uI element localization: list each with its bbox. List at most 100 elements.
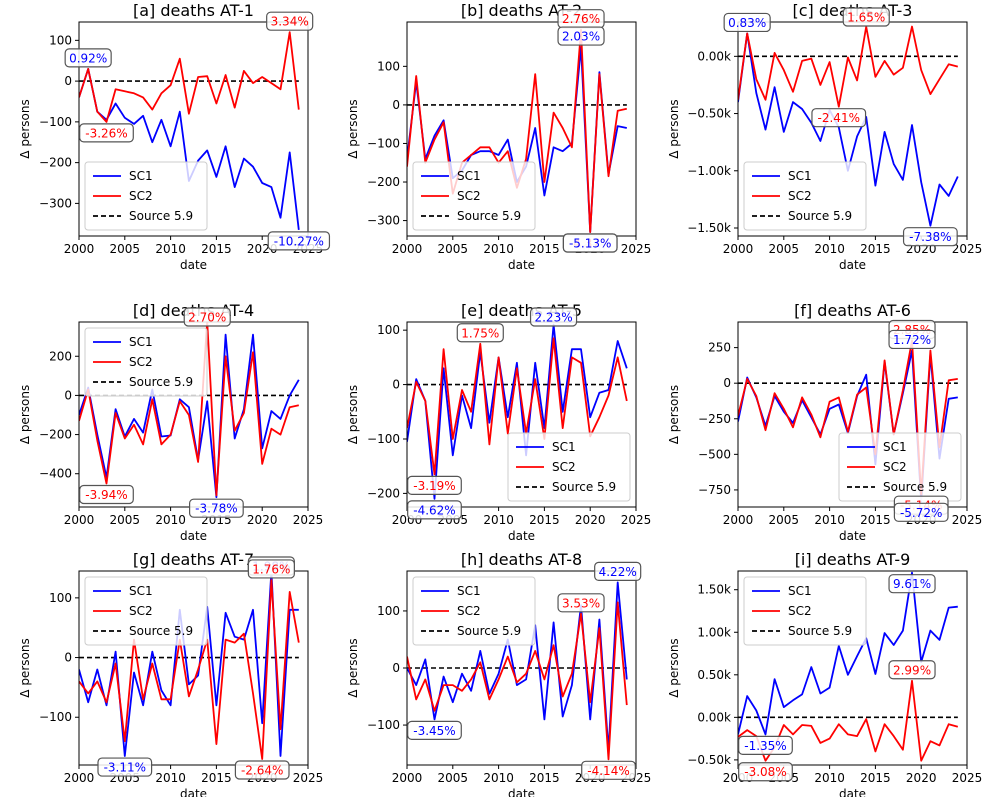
panel-a: [a] deaths AT-1200020052010201520202025d…: [18, 1, 331, 272]
legend-label: Source 5.9: [788, 209, 852, 223]
y-tick-label: −300: [367, 214, 400, 228]
y-tick-label: 0: [64, 74, 72, 88]
x-tick-label: 2025: [621, 242, 652, 256]
x-tick-label: 2025: [621, 513, 652, 527]
y-tick-label: −200: [367, 175, 400, 189]
y-axis-label: Δ persons: [18, 99, 32, 158]
annotation-sc1: -7.38%: [902, 227, 958, 247]
annotation-label: -2.64%: [241, 764, 283, 778]
y-axis-label: Δ persons: [346, 385, 360, 444]
annotation-label: 1.65%: [847, 11, 885, 25]
annotation-sc1: -5.72%: [893, 502, 949, 522]
x-axis-label: date: [508, 787, 535, 797]
y-tick-label: 250: [708, 341, 731, 355]
x-tick-label: 2010: [814, 513, 845, 527]
legend-label: SC1: [883, 440, 907, 454]
x-tick-label: 2000: [64, 242, 95, 256]
series-line-sc1: [407, 581, 628, 752]
annotation-box: [97, 757, 153, 777]
x-tick-label: 2000: [392, 771, 423, 785]
annotation-box: [594, 561, 642, 582]
x-tick-label: 2000: [392, 242, 423, 256]
panel-f: [f] deaths AT-6200020052010201520202025d…: [667, 301, 982, 543]
legend-label: SC1: [129, 169, 153, 183]
annotation-box: [267, 231, 331, 251]
x-axis-label: date: [180, 258, 207, 272]
legend-label: SC2: [129, 189, 153, 203]
x-tick-label: 2010: [483, 771, 514, 785]
annotation-sc2: -3.19%: [407, 475, 462, 495]
x-tick-label: 2005: [769, 513, 800, 527]
x-tick-label: 2010: [814, 242, 845, 256]
legend-box: [743, 161, 867, 231]
annotation-label: 4.22%: [599, 565, 637, 579]
x-tick-label: 2000: [723, 242, 754, 256]
y-tick-label: −100: [367, 718, 400, 732]
y-tick-label: −1.50k: [687, 221, 731, 235]
annotation-label: -7.38%: [909, 230, 951, 244]
y-tick-label: −750: [698, 483, 731, 497]
y-tick-label: 0: [64, 651, 72, 665]
annotation-label: -3.78%: [195, 502, 237, 516]
y-axis-label: Δ persons: [667, 638, 681, 697]
annotation-label: 2.70%: [188, 311, 226, 325]
annotation-sc2: 2.99%: [888, 660, 936, 680]
annotation-box: [888, 329, 936, 350]
x-tick-label: 2005: [110, 513, 141, 527]
y-tick-label: 100: [49, 33, 72, 47]
legend-box: [84, 161, 208, 231]
annotation-box: [902, 227, 958, 247]
y-tick-label: 0.50k: [697, 668, 731, 682]
annotation-box: [529, 307, 578, 327]
series-line-sc2: [738, 25, 959, 108]
annotation-sc1: 0.92%: [64, 48, 112, 68]
x-axis-label: date: [508, 258, 535, 272]
panel-title: [i] deaths AT-9: [795, 550, 911, 569]
annotation-sc2: 3.53%: [557, 593, 605, 613]
y-tick-label: −200: [367, 486, 400, 500]
annotation-label: 1.76%: [252, 562, 290, 576]
annotation-sc2: 2.70%: [183, 307, 231, 327]
annotation-box: [842, 7, 890, 27]
legend-label: SC1: [457, 584, 481, 598]
legend-label: SC2: [788, 189, 812, 203]
axes-frame: [78, 570, 309, 766]
legend-label: SC2: [457, 189, 481, 203]
annotation-box: [183, 307, 231, 327]
legend-label: SC2: [129, 355, 153, 369]
legend: SC1 SC2 Source 5.9: [84, 327, 208, 397]
legend: SC1 SC2 Source 5.9: [412, 576, 536, 646]
y-axis-label: Δ persons: [18, 638, 32, 697]
y-axis-label: Δ persons: [346, 638, 360, 697]
annotation-label: 1.72%: [893, 333, 931, 347]
x-tick-label: 2010: [483, 242, 514, 256]
panel-c: [c] deaths AT-3200020052010201520202025d…: [667, 1, 982, 272]
legend-box: [412, 576, 536, 646]
annotation-box: [581, 760, 636, 780]
annotation-sc2: -3.26%: [79, 123, 134, 143]
legend-label: Source 5.9: [788, 624, 852, 638]
legend-label: SC1: [129, 584, 153, 598]
legend-box: [507, 432, 631, 502]
axes-frame: [737, 321, 968, 508]
y-tick-label: 200: [49, 349, 72, 363]
y-tick-label: −100: [39, 115, 72, 129]
x-tick-label: 2015: [529, 242, 560, 256]
x-tick-label: 2010: [155, 771, 186, 785]
axes-frame: [406, 21, 637, 237]
series-line-sc2: [79, 322, 299, 497]
x-tick-label: 2020: [906, 771, 937, 785]
annotation-label: -4.62%: [413, 503, 455, 517]
y-tick-label: 1.50k: [697, 583, 731, 597]
panel-g: [g] deaths AT-7200020052010201520202025d…: [18, 550, 323, 797]
legend-label: SC1: [788, 169, 812, 183]
x-tick-label: 2015: [529, 513, 560, 527]
annotation-sc1: -5.13%: [562, 233, 618, 253]
annotation-label: 2.99%: [893, 663, 931, 677]
annotation-sc2: -4.14%: [581, 760, 636, 780]
axes-frame: [406, 321, 637, 508]
y-tick-label: 0.00k: [697, 710, 731, 724]
annotation-label: -5.13%: [569, 237, 611, 251]
legend-label: Source 5.9: [129, 624, 193, 638]
